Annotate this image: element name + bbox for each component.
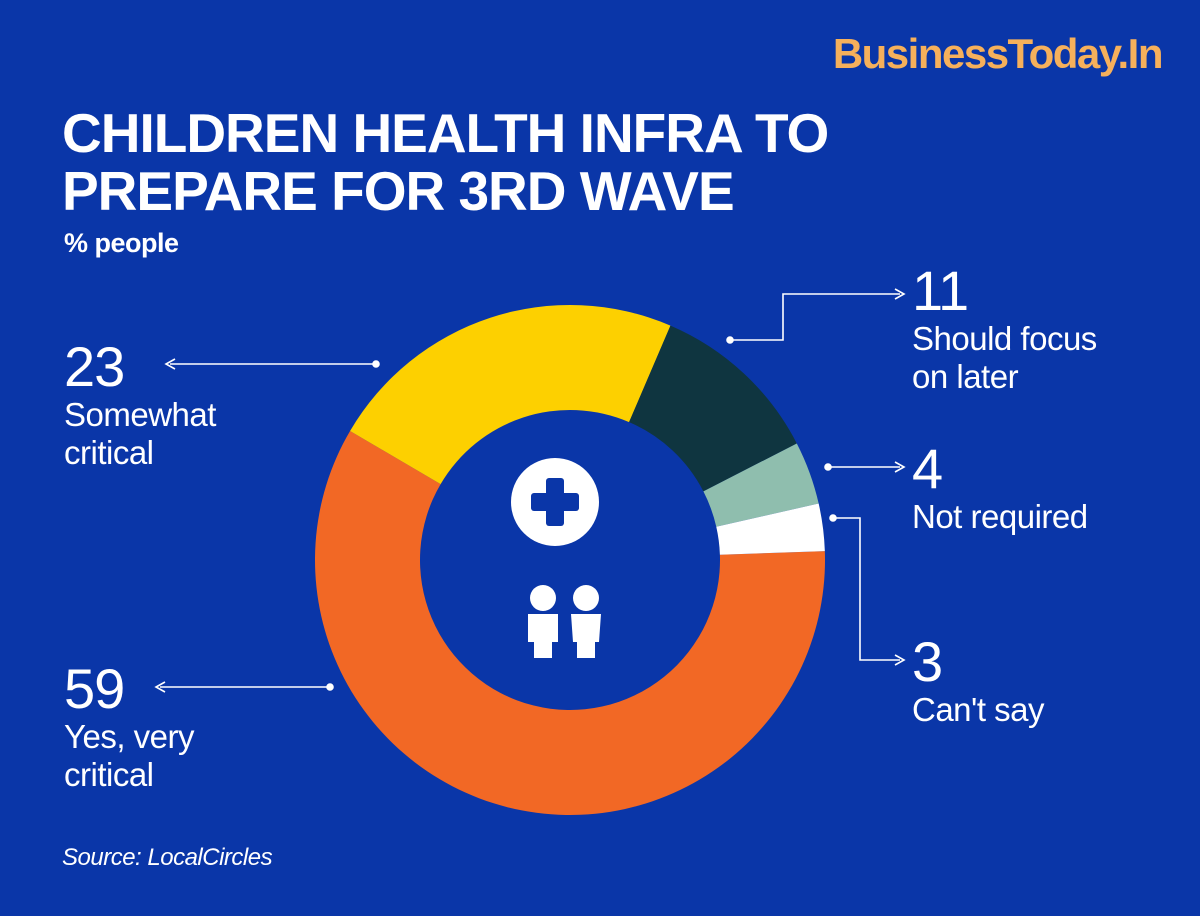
connector-arrow: [894, 461, 906, 473]
category-should-focus-later-line2: on later: [912, 358, 1019, 395]
chart-subtitle: % people: [64, 228, 179, 258]
value-yes-very-critical: 59: [64, 657, 125, 720]
title-line-1: CHILDREN HEALTH INFRA TO: [62, 102, 829, 164]
connector-dot: [829, 514, 837, 522]
connector-dot: [726, 336, 734, 344]
connector-dot: [824, 463, 832, 471]
connector-arrow: [894, 654, 906, 666]
category-yes-very-critical-line1: Yes, very: [64, 718, 195, 755]
connector-arrow: [154, 681, 166, 693]
connector-arrow: [164, 358, 176, 370]
label-somewhat-critical: 23 Somewhat critical: [64, 338, 216, 472]
value-somewhat-critical: 23: [64, 335, 125, 398]
value-should-focus-later: 11: [912, 259, 969, 322]
slice-somewhat-critical: [350, 305, 671, 485]
slice-yes-very-critical: [315, 430, 825, 815]
category-cant-say: Can't say: [912, 691, 1045, 728]
chart-title: CHILDREN HEALTH INFRA TO PREPARE FOR 3RD…: [62, 104, 982, 220]
slice-should-focus-later: [629, 325, 797, 492]
medical-cross-icon: [511, 458, 599, 546]
label-yes-very-critical: 59 Yes, very critical: [64, 657, 195, 794]
label-cant-say: 3 Can't say: [912, 630, 1045, 729]
slice-not-required: [703, 443, 819, 527]
brand-logo: BusinessToday.In: [832, 30, 1164, 77]
source-note: Source: LocalCircles: [62, 844, 273, 871]
category-should-focus-later-line1: Should focus: [912, 320, 1097, 357]
connector-dot: [372, 360, 380, 368]
title-line-2: PREPARE FOR 3RD WAVE: [62, 160, 735, 222]
children-icon: [528, 585, 601, 658]
donut-slices: [315, 305, 825, 815]
connector-dot: [326, 683, 334, 691]
category-yes-very-critical-line2: critical: [64, 756, 154, 793]
value-not-required: 4: [912, 437, 943, 500]
label-should-focus-later: 11 Should focus on later: [912, 262, 1097, 396]
label-not-required: 4 Not required: [912, 440, 1088, 536]
connector-should-focus-later: [730, 293, 900, 341]
label-connectors: [154, 288, 906, 693]
connector-cant-say: [833, 517, 900, 661]
category-somewhat-critical-line2: critical: [64, 434, 154, 471]
connector-arrow: [894, 288, 906, 300]
category-not-required: Not required: [912, 498, 1088, 535]
value-cant-say: 3: [912, 630, 943, 693]
slice-cant-say: [716, 503, 825, 555]
category-somewhat-critical-line1: Somewhat: [64, 396, 216, 433]
